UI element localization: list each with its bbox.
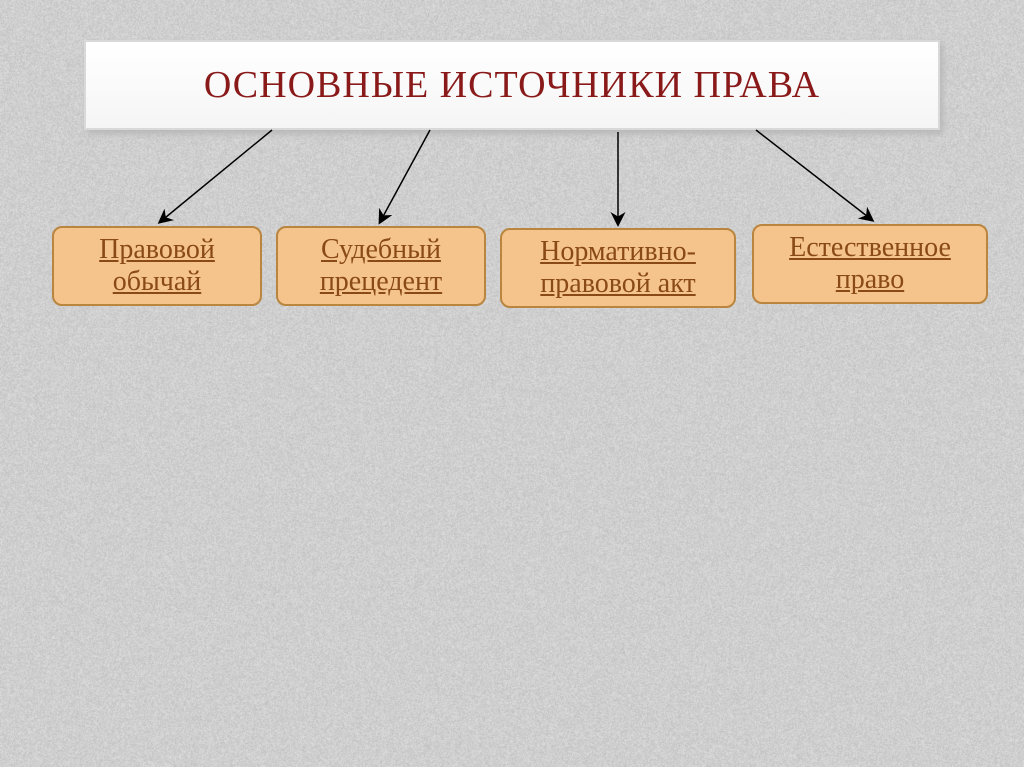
item-label: Естественноеправо bbox=[789, 232, 951, 296]
title-box: ОСНОВНЫЕ ИСТОЧНИКИ ПРАВА bbox=[84, 40, 940, 130]
item-label: Нормативно-правовой акт bbox=[540, 236, 696, 300]
item-box-0[interactable]: Правовойобычай bbox=[52, 226, 262, 306]
slide: ОСНОВНЫЕ ИСТОЧНИКИ ПРАВА Правовойобычай С… bbox=[0, 0, 1024, 767]
item-label: Судебныйпрецедент bbox=[320, 234, 442, 298]
item-box-1[interactable]: Судебныйпрецедент bbox=[276, 226, 486, 306]
item-box-2[interactable]: Нормативно-правовой акт bbox=[500, 228, 736, 308]
item-box-3[interactable]: Естественноеправо bbox=[752, 224, 988, 304]
title-text: ОСНОВНЫЕ ИСТОЧНИКИ ПРАВА bbox=[204, 63, 820, 107]
item-label: Правовойобычай bbox=[99, 234, 215, 298]
